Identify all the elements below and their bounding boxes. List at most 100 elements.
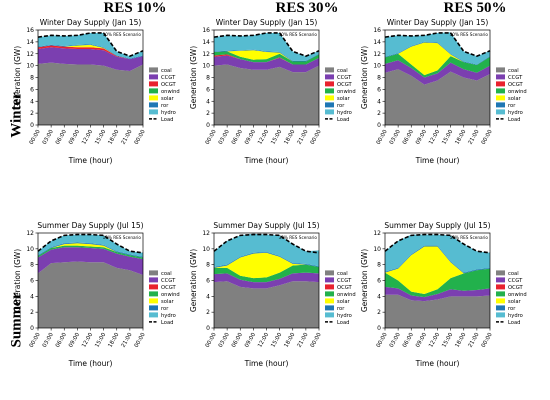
x-tick-label: 15:00: [441, 129, 454, 146]
legend-label-coal: coal: [337, 68, 348, 74]
y-tick-label: 14: [26, 39, 34, 46]
area-coal: [214, 64, 319, 125]
y-axis-label: Generation (GW): [360, 46, 369, 109]
x-tick-label: 06:00: [402, 129, 415, 146]
y-tick-label: 2: [30, 110, 34, 117]
area-onwind: [385, 268, 490, 298]
area-ccgt: [214, 55, 319, 73]
legend-label-coal: coal: [508, 68, 519, 74]
x-tick-label: 21:00: [296, 332, 309, 349]
area-solar: [385, 42, 490, 76]
legend-swatch-onwind: [496, 88, 505, 94]
load-line: [37, 32, 144, 57]
x-tick-label: 21:00: [467, 129, 480, 146]
area-hydro: [38, 234, 143, 257]
legend-label-ccgt: CCGT: [161, 278, 176, 284]
y-tick-label: 6: [377, 86, 381, 93]
area-coal: [385, 294, 490, 328]
legend-swatch-solar: [149, 298, 158, 304]
legend-label-solar: solar: [337, 299, 350, 305]
legend-swatch-ror: [496, 102, 505, 108]
area-ror: [214, 252, 319, 268]
x-tick-label: 06:00: [231, 332, 244, 349]
y-tick-label: 4: [377, 98, 381, 105]
x-tick-label: 18:00: [454, 332, 467, 349]
x-tick-label: 12:00: [257, 129, 270, 146]
y-tick-label: 4: [377, 293, 381, 300]
x-tick-label: 18:00: [454, 129, 467, 146]
area-ccgt: [385, 60, 490, 85]
x-tick-label: 03:00: [218, 332, 231, 349]
area-solar: [214, 50, 319, 62]
load-line: [384, 32, 491, 57]
x-tick-label: 09:00: [415, 332, 428, 349]
y-tick-label: 10: [373, 63, 381, 70]
x-tick-label: 15:00: [270, 129, 283, 146]
legend-swatch-solar: [325, 95, 334, 101]
legend-label-load: Load: [161, 320, 173, 326]
y-tick-label: 2: [377, 110, 381, 117]
y-tick-label: 4: [30, 98, 34, 105]
legend-label-ror: ror: [337, 103, 345, 109]
x-tick-label: 18:00: [283, 129, 296, 146]
legend-swatch-onwind: [325, 88, 334, 94]
legend-swatch-solar: [325, 298, 334, 304]
y-tick-label: 8: [377, 75, 381, 82]
legend-label-onwind: onwind: [337, 89, 356, 95]
legend-swatch-ocgt: [496, 284, 505, 290]
x-axis-label: Time (hour): [68, 156, 113, 165]
legend-label-ocgt: OCGT: [161, 285, 177, 291]
legend-swatch-coal: [325, 67, 334, 73]
legend-label-ccgt: CCGT: [337, 75, 352, 81]
legend-label-solar: solar: [508, 96, 521, 102]
y-tick-label: 4: [206, 98, 210, 105]
x-tick-label: 06:00: [55, 332, 68, 349]
legend-swatch-hydro: [149, 109, 158, 115]
x-tick-label: 09:00: [244, 332, 257, 349]
x-tick-label: 12:00: [428, 332, 441, 349]
legend-label-coal: coal: [508, 271, 519, 277]
legend-label-load: Load: [337, 320, 349, 326]
legend-swatch-solar: [496, 298, 505, 304]
legend-swatch-solar: [149, 95, 158, 101]
y-tick-label: 6: [30, 86, 34, 93]
legend-label-onwind: onwind: [337, 292, 356, 298]
chart-title: Winter Day Supply (Jan 15): [40, 18, 142, 27]
column-header-res30: RES 30%: [275, 0, 339, 16]
legend-swatch-onwind: [149, 88, 158, 94]
area-ccgt: [38, 247, 143, 275]
legend-label-ocgt: OCGT: [508, 285, 524, 291]
legend-label-ror: ror: [337, 306, 345, 312]
x-tick-label: 06:00: [55, 129, 68, 146]
x-tick-label: 00:00: [481, 129, 494, 146]
area-onwind: [214, 264, 319, 283]
legend-label-onwind: onwind: [508, 89, 527, 95]
x-tick-label: 09:00: [244, 129, 257, 146]
area-solar: [38, 243, 143, 258]
legend-label-onwind: onwind: [161, 89, 180, 95]
x-tick-label: 00:00: [376, 129, 389, 146]
legend-label-ror: ror: [161, 103, 169, 109]
column-header-res50: RES 50%: [443, 0, 507, 16]
legend-label-ccgt: CCGT: [508, 278, 523, 284]
x-axis-label: Time (hour): [244, 156, 289, 165]
load-line: [37, 233, 144, 254]
x-tick-label: 12:00: [257, 332, 270, 349]
legend-swatch-ccgt: [325, 277, 334, 283]
x-tick-label: 15:00: [94, 129, 107, 146]
area-ocgt: [214, 54, 319, 65]
y-tick-label: 0: [30, 122, 34, 129]
y-tick-label: 6: [377, 278, 381, 285]
x-axis-label: Time (hour): [68, 359, 113, 368]
y-axis-label: Generation (GW): [189, 249, 198, 312]
y-tick-label: 0: [206, 122, 210, 129]
area-ror: [38, 44, 143, 60]
y-tick-label: 6: [30, 278, 34, 285]
y-tick-label: 6: [206, 278, 210, 285]
chart-panel-1: Winter Day Supply (Jan 15) 30% RES Scenar…: [189, 18, 356, 165]
y-axis-label: Generation (GW): [13, 249, 22, 312]
y-tick-label: 16: [373, 27, 381, 34]
y-tick-label: 12: [26, 230, 34, 237]
